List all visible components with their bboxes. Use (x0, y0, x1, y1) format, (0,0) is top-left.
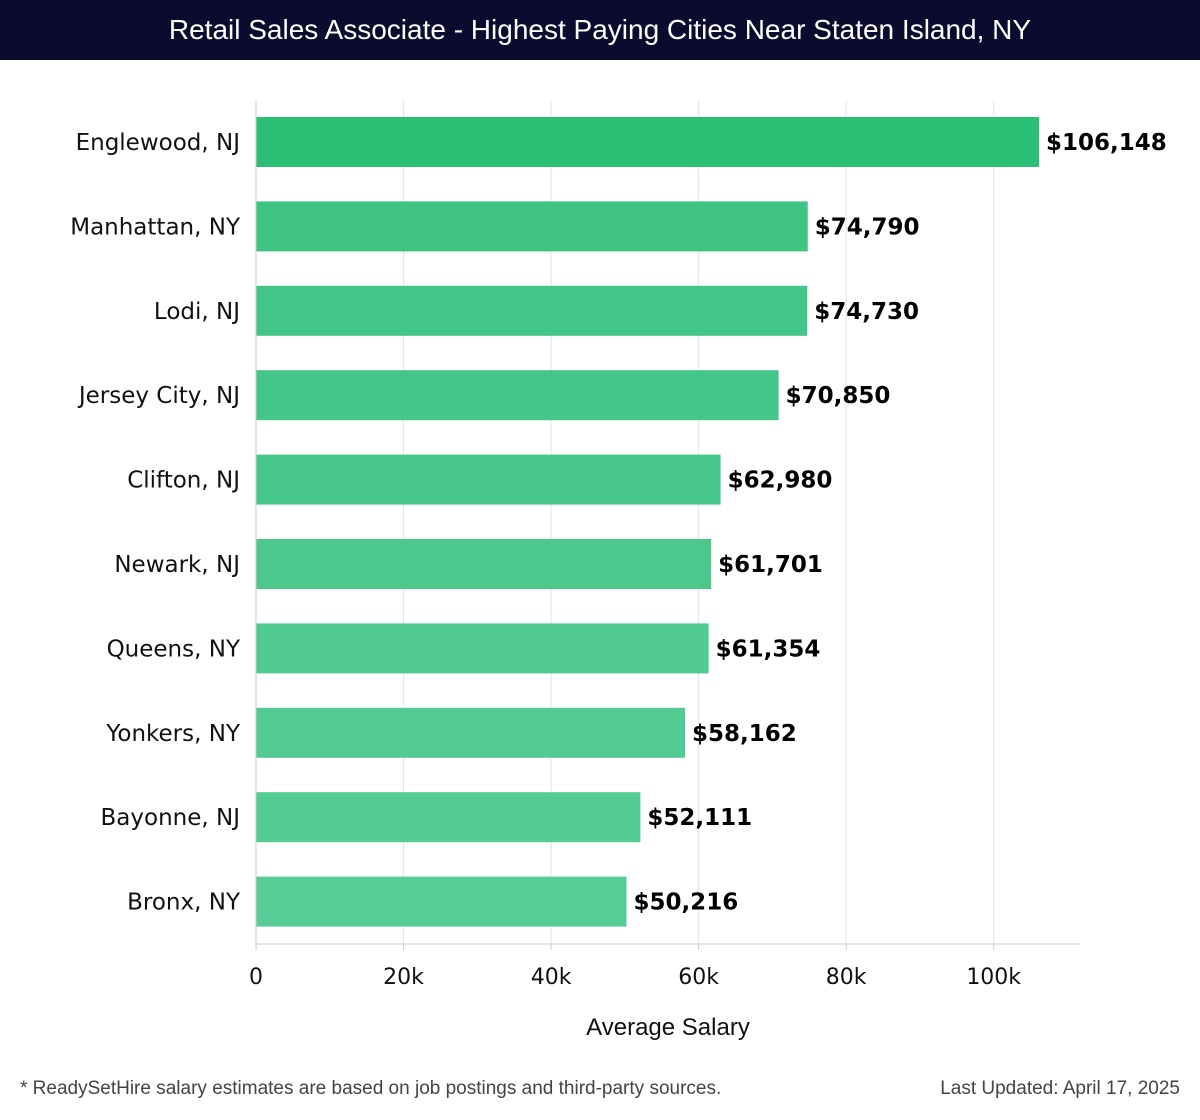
bar (256, 285, 808, 336)
bar (256, 370, 779, 421)
bar (256, 623, 709, 674)
bar (256, 201, 808, 252)
value-label: $58,162 (692, 721, 797, 747)
category-label: Manhattan, NY (70, 214, 241, 240)
bar (256, 454, 721, 505)
x-tick-label: 20k (383, 965, 424, 990)
bar (256, 539, 712, 589)
bars (256, 117, 1040, 927)
bar (256, 117, 1040, 167)
category-label: Yonkers, NY (105, 721, 241, 747)
category-label: Bayonne, NJ (101, 805, 240, 831)
value-labels: $106,148 $74,790 $74,730 $70,850 $62,980 $61,… (633, 130, 1166, 916)
value-label: $74,730 (814, 299, 919, 325)
x-tick-label: 80k (826, 965, 867, 990)
x-tick-label: 100k (966, 965, 1021, 990)
chart-title: Retail Sales Associate - Highest Paying … (0, 0, 1200, 60)
value-label: $52,111 (647, 805, 752, 831)
category-label: Newark, NJ (114, 552, 240, 578)
x-tick-label: 60k (678, 965, 719, 990)
category-label: Bronx, NY (127, 890, 241, 916)
category-label: Jersey City, NJ (77, 383, 240, 409)
x-tick-label: 40k (531, 965, 572, 990)
value-label: $70,850 (786, 383, 891, 409)
value-label: $74,790 (815, 214, 920, 240)
category-label: Lodi, NJ (154, 299, 240, 325)
x-tick-label: 0 (249, 965, 263, 990)
category-label: Clifton, NJ (127, 468, 240, 494)
category-label: Englewood, NJ (76, 130, 240, 156)
bar (256, 792, 641, 843)
category-label: Queens, NY (107, 636, 241, 662)
value-label: $50,216 (633, 890, 738, 916)
value-label: $106,148 (1046, 130, 1167, 156)
x-axis: 0 20k 40k 60k 80k 100k (249, 100, 1080, 990)
value-label: $62,980 (728, 468, 833, 494)
value-label: $61,354 (716, 636, 821, 662)
footer-updated: Last Updated: April 17, 2025 (940, 1078, 1180, 1099)
bar-chart: Englewood, NJ Manhattan, NY Lodi, NJ Jersey… (70, 100, 1167, 1041)
x-axis-title: Average Salary (586, 1014, 750, 1041)
bar (256, 876, 627, 927)
category-labels: Englewood, NJ Manhattan, NY Lodi, NJ Jersey… (70, 130, 241, 916)
footer-note: * ReadySetHire salary estimates are base… (20, 1078, 722, 1099)
value-label: $61,701 (718, 552, 823, 578)
bar (256, 707, 686, 758)
